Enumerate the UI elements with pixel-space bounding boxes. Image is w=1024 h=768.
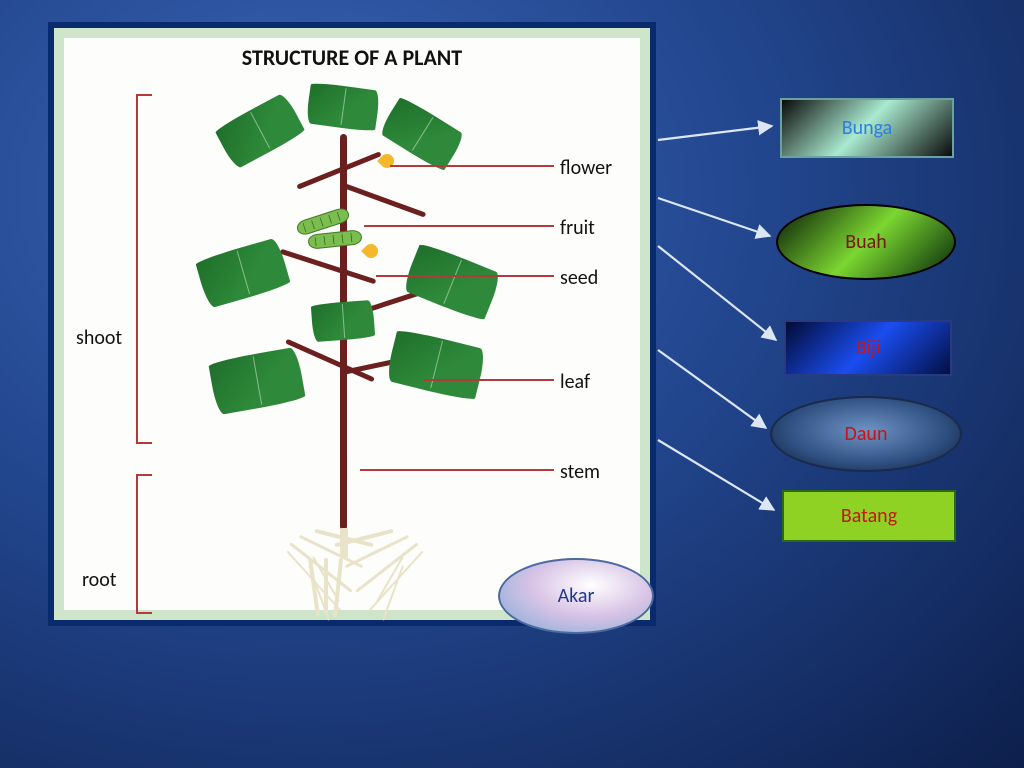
label-flower: flower [560,156,612,180]
translation-biji[interactable]: Biji [784,320,952,376]
translation-label: Akar [558,584,595,608]
diagram-panel: STRUCTURE OF A PLANT shoot root [48,22,656,626]
stem-branch [344,183,427,217]
fruit-icon [307,229,362,250]
translation-label: Daun [845,422,888,446]
diagram-inner: STRUCTURE OF A PLANT shoot root [64,38,640,610]
translation-label: Bunga [842,116,893,140]
leaf-icon [195,237,291,309]
label-root: root [82,568,116,592]
stem-branch [280,249,377,285]
leaf-icon [401,241,502,322]
translation-akar[interactable]: Akar [498,558,654,634]
arrow [658,350,766,428]
label-seed: seed [560,266,598,290]
translation-bunga[interactable]: Bunga [780,98,954,158]
translation-label: Batang [841,504,897,528]
arrow [658,440,774,510]
leaf-icon [214,92,306,170]
translation-daun[interactable]: Daun [770,396,962,472]
flower-icon [361,241,381,261]
leaf-icon [385,328,487,403]
pointer-line [364,225,554,227]
diagram-title: STRUCTURE OF A PLANT [64,44,640,71]
pointer-line [376,275,554,277]
label-fruit: fruit [560,216,595,240]
bracket-shoot [136,94,138,444]
translation-label: Biji [856,336,881,360]
label-shoot: shoot [76,326,122,350]
translation-buah[interactable]: Buah [776,204,956,280]
pointer-line [360,469,554,471]
stem-branch [296,151,381,189]
pointer-line [424,379,554,381]
arrow [658,246,776,340]
arrow [658,126,772,140]
arrow [658,198,770,236]
bracket-root [136,474,138,614]
leaf-icon [305,81,380,132]
translation-label: Buah [845,230,886,254]
label-leaf: leaf [560,370,590,394]
translation-batang[interactable]: Batang [782,490,956,542]
pointer-line [390,165,554,167]
leaf-icon [208,347,306,416]
slide: STRUCTURE OF A PLANT shoot root [0,0,1024,768]
leaf-icon [311,300,375,342]
label-stem: stem [560,460,600,484]
